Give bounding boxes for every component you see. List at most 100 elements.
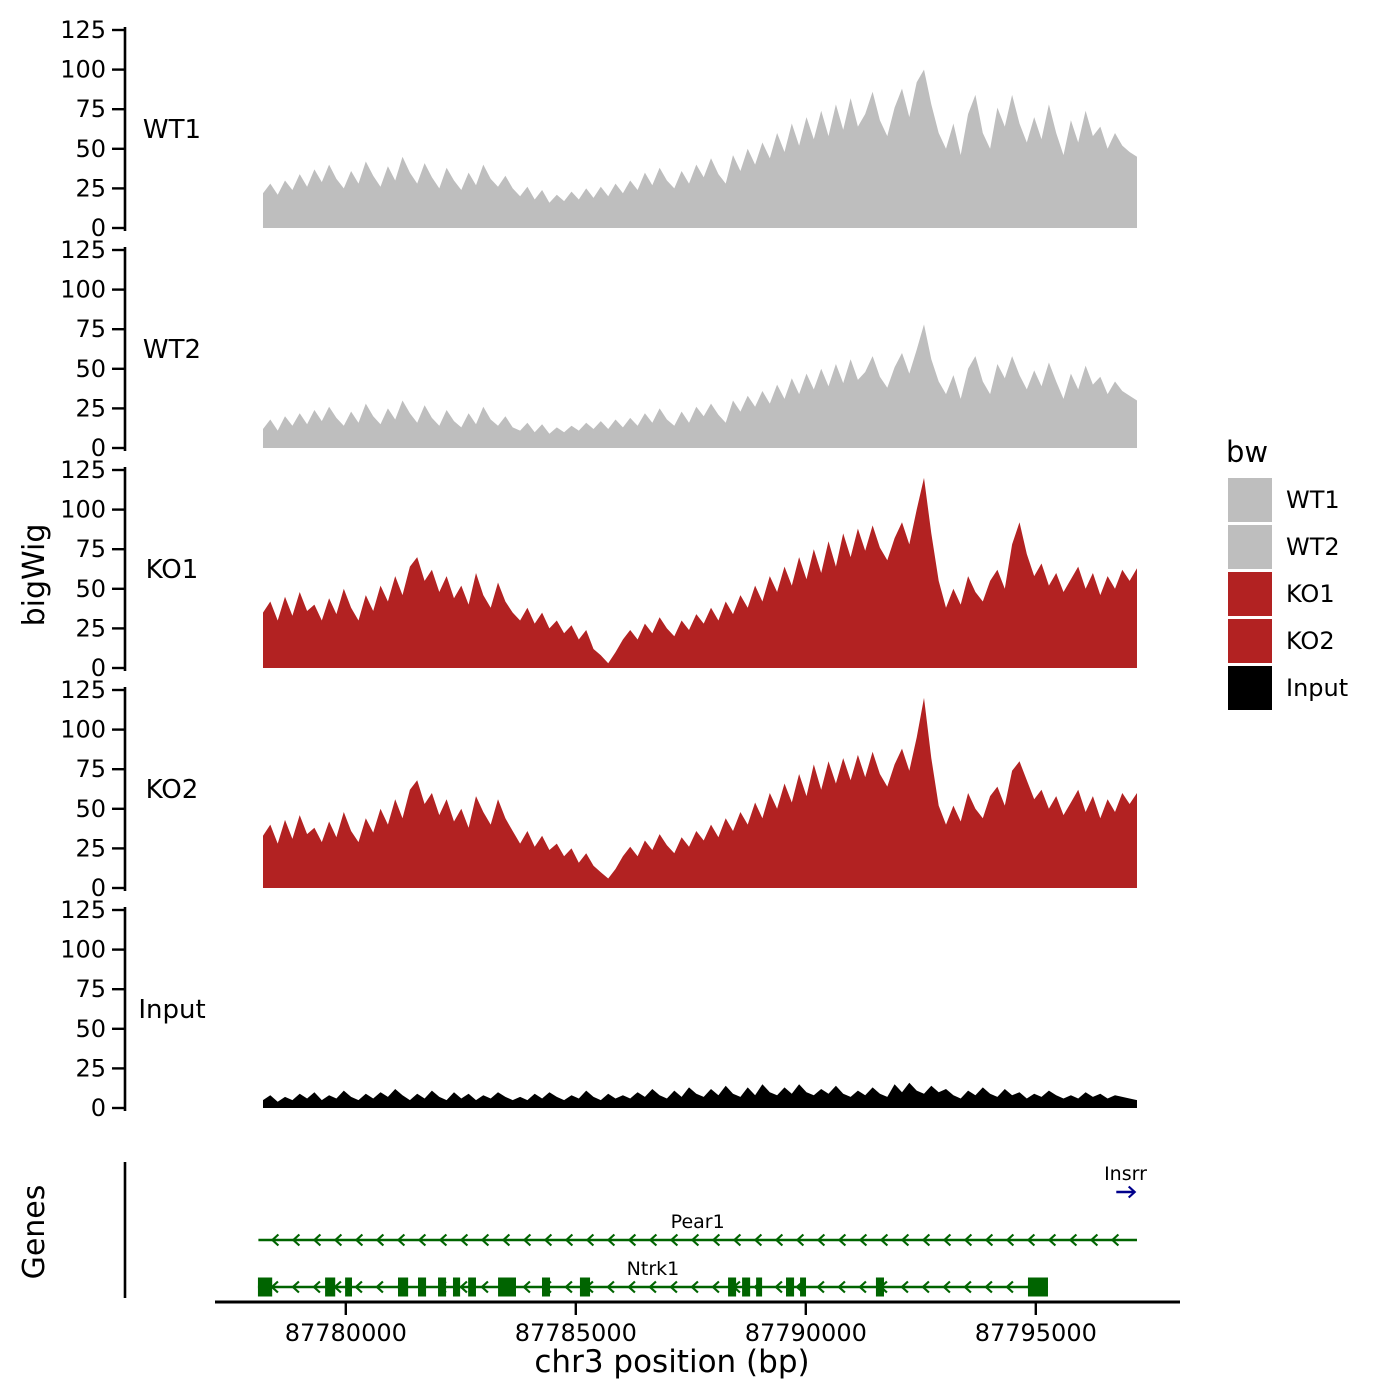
exon-Ntrk1: [875, 1277, 884, 1297]
strand-arrow-icon: [648, 1233, 658, 1247]
y-tick-label-Input: 50: [75, 1015, 106, 1043]
strand-arrow-icon: [438, 1233, 448, 1247]
strand-arrow-icon: [522, 1280, 531, 1294]
y-tick-label-Input: 25: [75, 1054, 106, 1082]
exon-Ntrk1: [345, 1277, 353, 1297]
exon-Ntrk1: [800, 1277, 807, 1297]
y-tick-label-WT1: 25: [75, 174, 106, 202]
y-tick-label-WT1: 75: [75, 95, 106, 123]
strand-arrow-icon: [291, 1233, 301, 1247]
strand-arrow-icon: [711, 1280, 720, 1294]
coverage-area-Input: [262, 1082, 1138, 1108]
strand-arrow-icon: [543, 1233, 553, 1247]
strand-arrow-icon: [501, 1233, 511, 1247]
y-tick-label-KO2: 50: [75, 795, 106, 823]
strand-arrow-icon: [921, 1233, 931, 1247]
strand-arrow-icon: [900, 1233, 910, 1247]
exon-Ntrk1: [398, 1277, 409, 1297]
legend-swatch-KO1: [1228, 572, 1272, 616]
strand-arrow-icon: [942, 1280, 951, 1294]
y-tick-label-Input: 125: [60, 896, 106, 924]
strand-arrow-icon: [354, 1280, 363, 1294]
strand-arrow-icon: [858, 1280, 867, 1294]
exon-Ntrk1: [418, 1277, 427, 1297]
strand-arrow-icon: [522, 1233, 532, 1247]
legend-label-KO2: KO2: [1286, 627, 1335, 655]
y-tick-label-WT1: 0: [91, 214, 106, 242]
exon-Ntrk1: [257, 1277, 273, 1297]
strand-arrow-icon: [963, 1233, 973, 1247]
y-tick-label-KO1: 0: [91, 654, 106, 682]
genes-axis-title: Genes: [17, 1185, 52, 1280]
y-tick-label-WT2: 100: [60, 276, 106, 304]
strand-arrow-icon: [375, 1233, 385, 1247]
strand-arrow-icon: [270, 1233, 280, 1247]
exon-Ntrk1: [498, 1277, 516, 1297]
coverage-area-WT2: [262, 324, 1138, 448]
y-tick-label-WT2: 75: [75, 315, 106, 343]
legend-swatch-WT1: [1228, 478, 1272, 522]
strand-arrow-icon: [375, 1280, 384, 1294]
y-tick-label-Input: 0: [91, 1094, 106, 1122]
track-label-KO1: KO1: [146, 555, 199, 585]
strand-arrow-icon: [606, 1233, 616, 1247]
track-label-Input: Input: [138, 995, 205, 1025]
strand-arrow-icon: [1127, 1185, 1137, 1199]
strand-arrow-icon: [1026, 1233, 1036, 1247]
strand-arrow-icon: [564, 1280, 573, 1294]
strand-arrow-icon: [690, 1233, 700, 1247]
exon-Ntrk1: [468, 1277, 476, 1297]
strand-arrow-icon: [732, 1233, 742, 1247]
exon-Ntrk1: [325, 1277, 336, 1297]
y-tick-label-WT1: 100: [60, 56, 106, 84]
strand-arrow-icon: [354, 1233, 364, 1247]
generated-plot-layer: 0 25 50 75 100 125 WT1 0 25 50 75 100 125 WT2 0 25 50 75 1…: [60, 16, 1348, 1347]
strand-arrow-icon: [1005, 1233, 1015, 1247]
strand-arrow-icon: [858, 1233, 868, 1247]
x-tick-label: 87790000: [745, 1319, 867, 1347]
strand-arrow-icon: [480, 1233, 490, 1247]
exon-Ntrk1: [742, 1277, 751, 1297]
gene-label-Pear1: Pear1: [671, 1211, 725, 1233]
strand-arrow-icon: [879, 1233, 889, 1247]
exon-Ntrk1: [1027, 1277, 1048, 1297]
exon-Ntrk1: [541, 1277, 551, 1297]
legend-label-WT1: WT1: [1286, 486, 1340, 514]
y-tick-label-KO2: 100: [60, 716, 106, 744]
strand-arrow-icon: [648, 1280, 657, 1294]
legend-label-WT2: WT2: [1286, 533, 1340, 561]
strand-arrow-icon: [627, 1280, 636, 1294]
legend-label-KO1: KO1: [1286, 580, 1335, 608]
exon-Ntrk1: [786, 1277, 795, 1297]
strand-arrow-icon: [921, 1280, 930, 1294]
strand-arrow-icon: [984, 1233, 994, 1247]
y-tick-label-KO1: 50: [75, 575, 106, 603]
strand-arrow-icon: [627, 1233, 637, 1247]
gene-label-Insrr: Insrr: [1104, 1163, 1147, 1185]
legend-label-Input: Input: [1286, 674, 1348, 702]
y-tick-label-KO1: 25: [75, 614, 106, 642]
legend-swatch-KO2: [1228, 619, 1272, 663]
strand-arrow-icon: [963, 1280, 972, 1294]
y-tick-label-KO1: 125: [60, 456, 106, 484]
strand-arrow-icon: [942, 1233, 952, 1247]
strand-arrow-icon: [459, 1280, 468, 1294]
y-tick-label-KO1: 75: [75, 535, 106, 563]
strand-arrow-icon: [1110, 1233, 1120, 1247]
strand-arrow-icon: [291, 1280, 300, 1294]
strand-arrow-icon: [711, 1233, 721, 1247]
legend-title: bw: [1226, 435, 1268, 469]
x-tick-label: 87795000: [975, 1319, 1097, 1347]
coverage-area-WT1: [262, 69, 1138, 228]
y-tick-label-WT2: 125: [60, 236, 106, 264]
coverage-area-KO2: [262, 697, 1138, 888]
y-tick-label-KO1: 100: [60, 496, 106, 524]
strand-arrow-icon: [669, 1233, 679, 1247]
strand-arrow-icon: [585, 1233, 595, 1247]
exon-Ntrk1: [756, 1277, 763, 1297]
strand-arrow-icon: [312, 1233, 322, 1247]
y-tick-label-WT1: 50: [75, 135, 106, 163]
strand-arrow-icon: [333, 1233, 343, 1247]
y-tick-label-WT1: 125: [60, 16, 106, 44]
